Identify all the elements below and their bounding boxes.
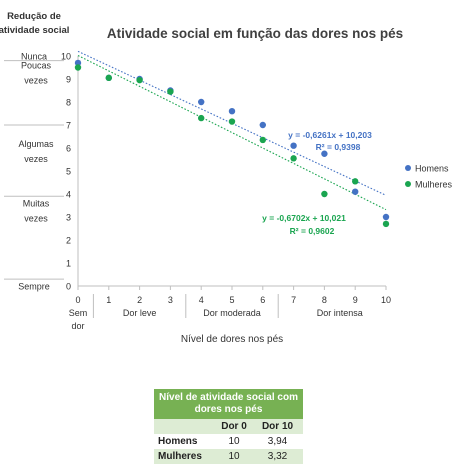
- data-point-mulheres: [321, 190, 328, 198]
- trend-equations: y = -0,6261x + 10,203 R² = 0,9398 y = -0,6…: [262, 130, 372, 236]
- y-category-label: Nunca: [21, 52, 47, 62]
- trend-equation: y = -0,6261x + 10,203: [288, 130, 372, 140]
- y-category-label: vezes: [24, 154, 48, 164]
- table-row: Homens 10 3,94: [154, 434, 303, 449]
- legend-label: Homens: [415, 164, 449, 174]
- y-category-label: vezes: [24, 214, 48, 224]
- y-tick-label: 9: [66, 75, 71, 85]
- row-label: Homens: [154, 434, 216, 449]
- y-tick-label: 8: [66, 98, 71, 108]
- chart-title: Atividade social em função das dores nos…: [107, 26, 403, 41]
- x-group-label: Dor moderada: [203, 308, 261, 318]
- data-points: [74, 59, 390, 228]
- x-tick-label: 0: [75, 295, 80, 305]
- data-point-mulheres: [74, 64, 82, 71]
- data-point-homens: [321, 150, 328, 157]
- y-tick-label: 1: [66, 259, 71, 269]
- y-axis-title-line1: Redução de: [7, 11, 61, 22]
- table-header: Nível de atividade social com dores nos …: [154, 389, 303, 419]
- legend: Homens Mulheres: [405, 164, 453, 190]
- col-header-dor0: Dor 0: [216, 419, 252, 434]
- x-tick-label: 1: [106, 295, 111, 305]
- y-tick-label: 10: [61, 52, 71, 62]
- data-point-mulheres: [259, 136, 266, 144]
- cell-dor0: 10: [216, 434, 252, 449]
- cell-dor0: 10: [216, 449, 252, 464]
- x-axis-title: Nível de dores nos pés: [181, 334, 283, 345]
- data-point-homens: [74, 59, 82, 67]
- data-point-mulheres: [228, 118, 236, 125]
- data-point-homens: [198, 98, 205, 106]
- x-group-label: Dor intensa: [317, 308, 363, 318]
- data-point-mulheres: [105, 74, 113, 82]
- x-tick-label: 8: [322, 295, 327, 305]
- trendline-mulheres: [77, 55, 387, 211]
- axes: 0 1 2 3 4 5 6 7 8 9 10 0 1 2 3 4 5 6 7 8 9 10: [61, 52, 391, 306]
- scatter-chart: Redução de atividade social Atividade so…: [0, 11, 453, 345]
- legend-marker: [405, 165, 411, 171]
- y-tick-label: 4: [66, 190, 71, 200]
- data-point-mulheres: [352, 178, 359, 185]
- y-category-label: vezes: [24, 76, 48, 86]
- x-extra-label: dor: [71, 321, 84, 331]
- y-category-label: Muitas: [23, 199, 50, 209]
- x-tick-label: 2: [137, 295, 142, 305]
- x-group-labels: Sem dor Dor leve Dor moderada Dor intensa: [69, 294, 363, 331]
- x-group-label: Dor leve: [123, 308, 157, 318]
- table-row: Mulheres 10 3,32: [154, 449, 303, 464]
- summary-table: Nível de atividade social com dores nos …: [154, 389, 303, 464]
- y-tick-label: 0: [66, 282, 71, 292]
- y-category-label: Algumas: [18, 139, 54, 149]
- y-axis-title-line2: atividade social: [0, 25, 69, 36]
- y-tick-label: 7: [66, 121, 71, 131]
- legend-marker: [405, 181, 411, 187]
- data-point-homens: [352, 188, 359, 195]
- x-tick-label: 10: [381, 295, 391, 305]
- x-tick-label: 6: [260, 295, 265, 305]
- data-point-homens: [259, 121, 266, 129]
- legend-label: Mulheres: [415, 180, 453, 190]
- data-point-homens: [382, 213, 390, 221]
- y-category-label: Poucas: [21, 61, 52, 71]
- data-point-mulheres: [136, 76, 143, 84]
- x-extra-label: Sem: [69, 308, 88, 318]
- data-point-mulheres: [382, 220, 390, 228]
- x-tick-label: 5: [229, 295, 234, 305]
- row-label: Mulheres: [154, 449, 216, 464]
- data-point-homens: [228, 108, 236, 115]
- x-tick-label: 7: [291, 295, 296, 305]
- col-header-dor10: Dor 10: [252, 419, 303, 434]
- data-point-mulheres: [167, 88, 174, 95]
- trend-r2: R² = 0,9602: [290, 226, 335, 236]
- y-tick-label: 2: [66, 236, 71, 246]
- x-tick-label: 4: [199, 295, 204, 305]
- trend-r2: R² = 0,9398: [316, 142, 361, 152]
- trend-equation: y = -0,6702x + 10,021: [262, 213, 346, 223]
- y-tick-label: 5: [66, 167, 71, 177]
- y-tick-label: 6: [66, 144, 71, 154]
- data-point-mulheres: [290, 155, 297, 162]
- data-point-mulheres: [198, 114, 205, 122]
- x-tick-label: 3: [168, 295, 173, 305]
- table-corner: [154, 419, 216, 434]
- cell-dor10: 3,94: [252, 434, 303, 449]
- y-category-label: Sempre: [18, 282, 50, 292]
- data-point-homens: [290, 142, 297, 149]
- x-tick-label: 9: [353, 295, 358, 305]
- y-tick-label: 3: [66, 213, 71, 223]
- cell-dor10: 3,32: [252, 449, 303, 464]
